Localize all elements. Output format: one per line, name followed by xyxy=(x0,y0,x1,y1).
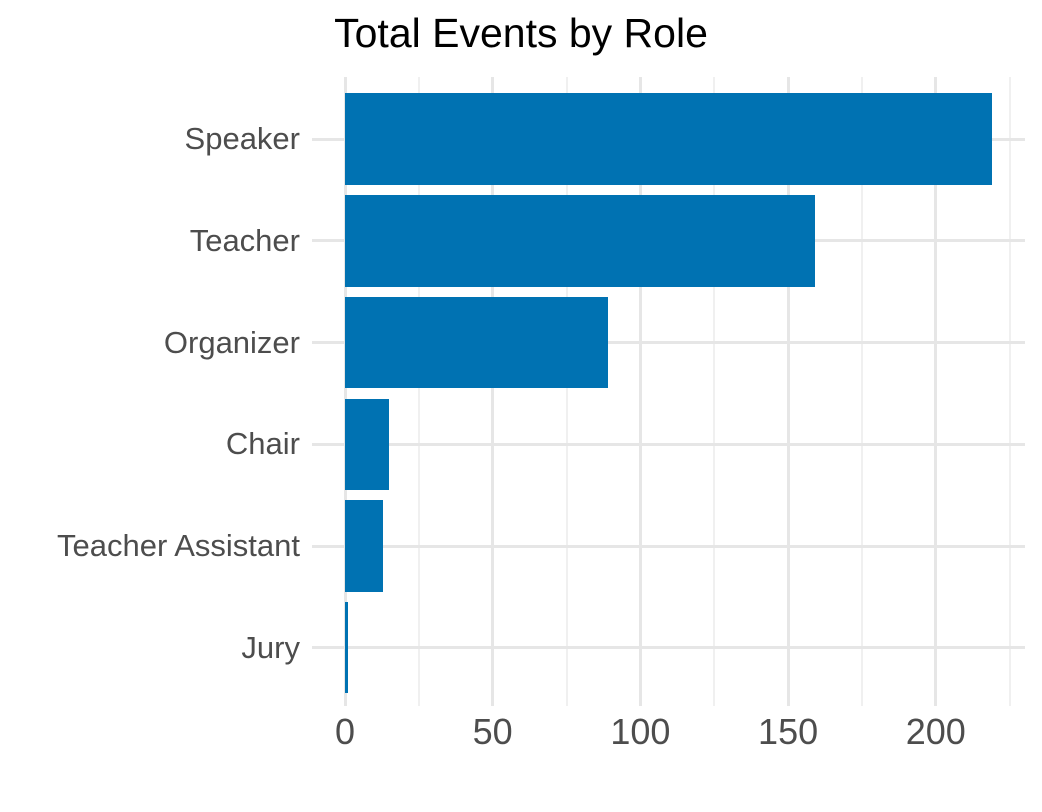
x-gridline-major xyxy=(934,77,938,706)
y-axis-label-teacher: Teacher xyxy=(189,222,300,258)
y-axis-labels: Speaker Teacher Organizer Chair Teacher Assi… xyxy=(0,0,300,812)
y-axis-label-jury: Jury xyxy=(241,629,300,665)
bar-jury xyxy=(345,601,348,694)
category-gridline-teacher-assistant xyxy=(312,544,1025,548)
bar-teacher-assistant xyxy=(345,500,384,592)
category-gridline-organizer xyxy=(312,341,1025,345)
y-axis-label-speaker: Speaker xyxy=(184,121,300,157)
x-gridline-major xyxy=(638,77,642,706)
y-axis-label-chair: Chair xyxy=(225,426,300,462)
chart-panel xyxy=(312,77,1025,706)
x-axis-label-50: 50 xyxy=(472,711,513,752)
x-gridline-minor xyxy=(417,77,420,706)
x-axis-label-200: 200 xyxy=(905,711,966,752)
chart-title: Total Events by Role xyxy=(334,10,708,56)
x-gridline-minor xyxy=(713,77,716,706)
x-gridline-minor xyxy=(860,77,863,706)
x-axis-label-100: 100 xyxy=(610,711,671,752)
bar-speaker xyxy=(345,93,992,185)
x-axis-label-150: 150 xyxy=(758,711,819,752)
x-gridline-minor xyxy=(1008,77,1011,706)
category-gridline-jury xyxy=(312,646,1025,650)
x-gridline-major xyxy=(343,77,347,706)
x-axis-label-0: 0 xyxy=(334,711,356,752)
bar-chair xyxy=(345,398,390,491)
bar-organizer xyxy=(345,296,608,389)
bar-teacher xyxy=(345,195,815,287)
y-axis-label-organizer: Organizer xyxy=(163,324,300,360)
y-axis-label-teacher-assistant: Teacher Assistant xyxy=(57,528,300,563)
category-gridline-chair xyxy=(312,442,1025,446)
x-gridline-minor xyxy=(565,77,568,706)
x-gridline-major xyxy=(786,77,790,706)
x-gridline-major xyxy=(491,77,495,706)
